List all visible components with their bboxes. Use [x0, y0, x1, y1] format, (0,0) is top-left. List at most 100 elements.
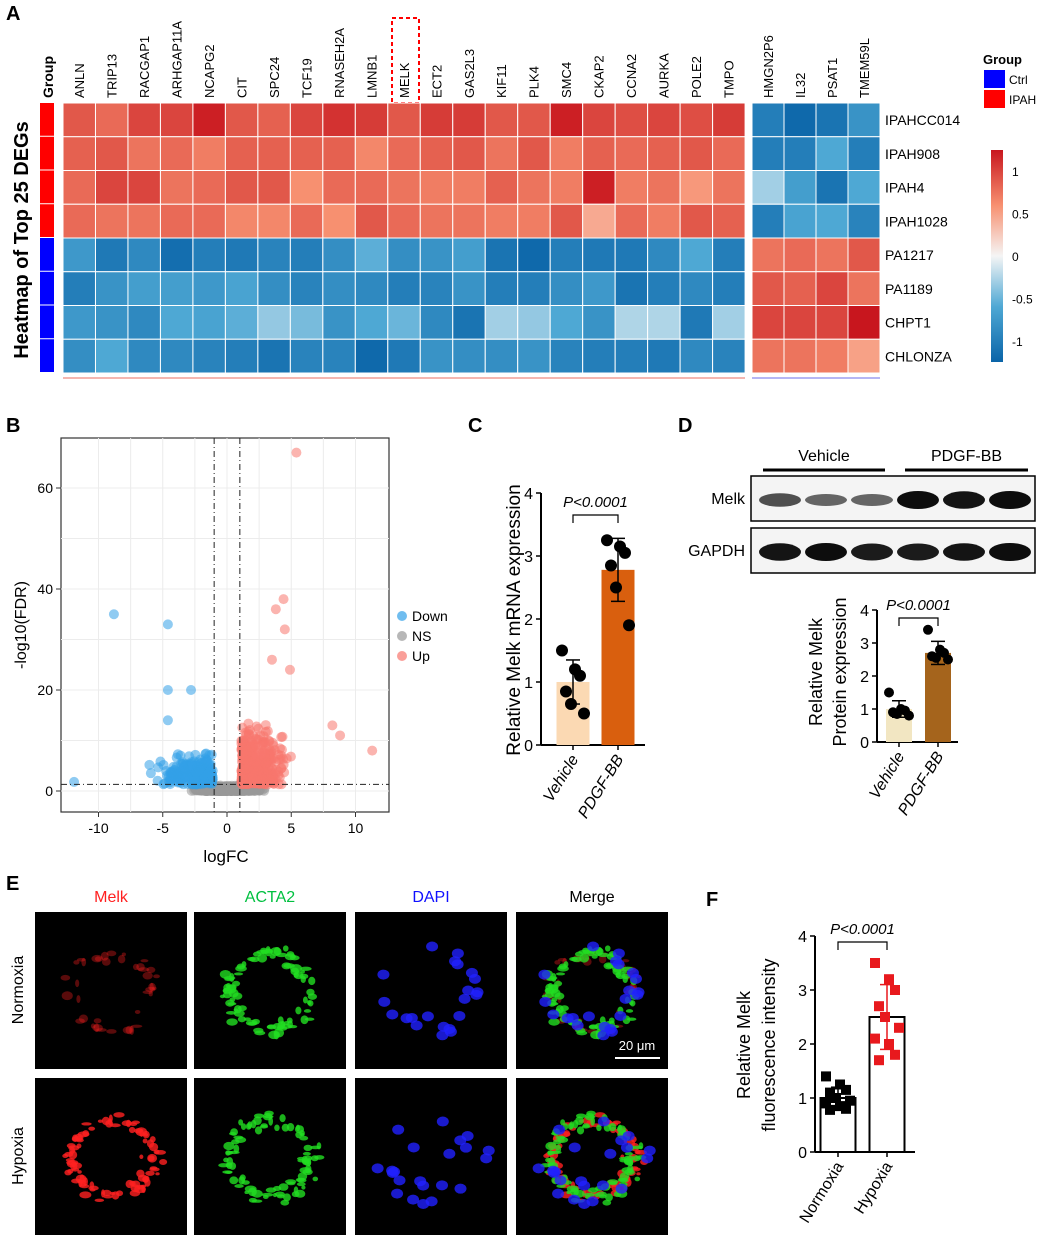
fluorescence-signal	[417, 1198, 430, 1209]
c-y-label: Relative Melk mRNA expression	[504, 484, 525, 755]
point-down	[162, 619, 173, 630]
fluorescence-signal	[624, 1151, 633, 1156]
volcano-y-label: -log10(FDR)	[13, 581, 30, 669]
gene-label-plk4: PLK4	[527, 66, 542, 98]
heatmap-cell	[783, 102, 817, 138]
heatmap-cell	[257, 271, 291, 306]
fluorescence-signal	[312, 1176, 319, 1182]
point-up	[246, 742, 257, 753]
fluorescence-signal	[137, 967, 150, 972]
heatmap-cell	[582, 170, 616, 205]
heatmap-cell	[783, 237, 817, 273]
fluorescence-signal	[629, 973, 642, 984]
sample-label: CHPT1	[885, 315, 931, 331]
data-point	[870, 1033, 880, 1044]
blot-band	[759, 493, 801, 507]
heatmap-cell	[452, 338, 486, 374]
heatmap-cell	[647, 237, 681, 273]
data-point	[825, 1087, 835, 1098]
heatmap-cell	[549, 203, 584, 239]
heatmap-cell	[517, 237, 551, 273]
heatmap-cell	[815, 338, 849, 374]
data-point	[931, 652, 941, 663]
f-y-label-1: Relative Melk	[734, 990, 754, 1099]
fluorescence-signal	[554, 980, 563, 987]
fluorescence-signal	[222, 1170, 233, 1174]
data-point	[943, 654, 953, 665]
fluorescence-signal	[449, 956, 462, 967]
fluorescence-signal	[482, 1145, 495, 1156]
fluorescence-signal	[75, 1018, 85, 1024]
heatmap-cell	[159, 136, 194, 171]
fluorescence-signal	[152, 986, 157, 990]
heatmap-cell	[94, 102, 129, 138]
colorbar	[991, 150, 1003, 362]
fluorescence-signal	[148, 982, 156, 991]
heatmap-cell	[517, 136, 551, 171]
fluorescence-signal	[141, 1187, 146, 1193]
group-bar-ctrl	[40, 339, 54, 372]
fluorescence-signal	[60, 974, 71, 981]
fluorescence-signal	[108, 1114, 113, 1123]
heatmap-cell	[751, 338, 785, 374]
micrograph-normoxia-melk	[35, 912, 187, 1069]
heatmap-cell	[62, 338, 96, 374]
data-point	[884, 974, 894, 985]
fluorescence-signal	[254, 1126, 263, 1135]
heatmap-cell	[815, 271, 849, 306]
blot-band	[897, 543, 939, 561]
panel-label-b: B	[6, 415, 20, 437]
heatmap-cell	[549, 102, 584, 138]
fluorescence-signal	[286, 1181, 296, 1186]
fluorescence-signal	[296, 1182, 306, 1187]
fluorescence-signal	[223, 1141, 235, 1151]
point-up	[260, 758, 271, 769]
fluorescence-signal	[296, 1177, 307, 1183]
heatmap-cell	[484, 338, 519, 374]
fluorescence-signal	[377, 969, 390, 980]
fluorescence-signal	[225, 982, 231, 989]
fluorescence-signal	[545, 1141, 557, 1151]
y-tick-label: 3	[860, 636, 869, 653]
fluorescence-signal	[567, 1123, 574, 1130]
fluorescence-signal	[251, 1189, 263, 1198]
point-down	[185, 778, 196, 789]
fluorescence-signal	[155, 1172, 160, 1176]
data-point	[870, 958, 880, 968]
fluorescence-signal	[605, 1193, 613, 1202]
fluorescence-signal	[598, 955, 607, 964]
heatmap-cell	[322, 170, 356, 205]
fluorescence-signal	[295, 1006, 302, 1015]
data-point	[623, 619, 635, 632]
point-down	[172, 777, 183, 788]
gene-label-pole2: POLE2	[689, 56, 704, 98]
fluorescence-signal	[294, 1125, 305, 1134]
heatmap-cell	[322, 102, 356, 138]
fluorescence-signal	[142, 971, 153, 980]
point-down	[175, 750, 186, 761]
fluorescence-signal	[604, 1148, 617, 1159]
fluorescence-signal	[219, 969, 232, 979]
fluorescence-signal	[421, 1011, 434, 1022]
heatmap-cell	[94, 237, 129, 273]
heatmap-cell	[62, 271, 96, 306]
fluorescence-signal	[626, 1017, 637, 1021]
data-point	[890, 1049, 900, 1060]
fluorescence-signal	[548, 1018, 560, 1026]
plot-frame	[60, 437, 390, 813]
fluorescence-signal	[459, 1142, 472, 1153]
heatmap-cell	[289, 305, 324, 340]
fluorescence-signal	[134, 1009, 141, 1014]
point-up	[263, 735, 274, 746]
heatmap-cell	[847, 170, 881, 205]
data-point	[565, 698, 577, 711]
legend-label-ns: NS	[412, 628, 431, 644]
fluorescence-signal	[295, 1131, 303, 1139]
fluorescence-signal	[245, 1123, 252, 1130]
gene-label-ckap2: CKAP2	[592, 55, 607, 98]
fluorescence-signal	[142, 1175, 149, 1183]
fluorescence-signal	[139, 1128, 144, 1137]
heatmap-cell	[257, 237, 291, 273]
fluorescence-signal	[304, 1017, 315, 1021]
point-down	[207, 772, 218, 783]
